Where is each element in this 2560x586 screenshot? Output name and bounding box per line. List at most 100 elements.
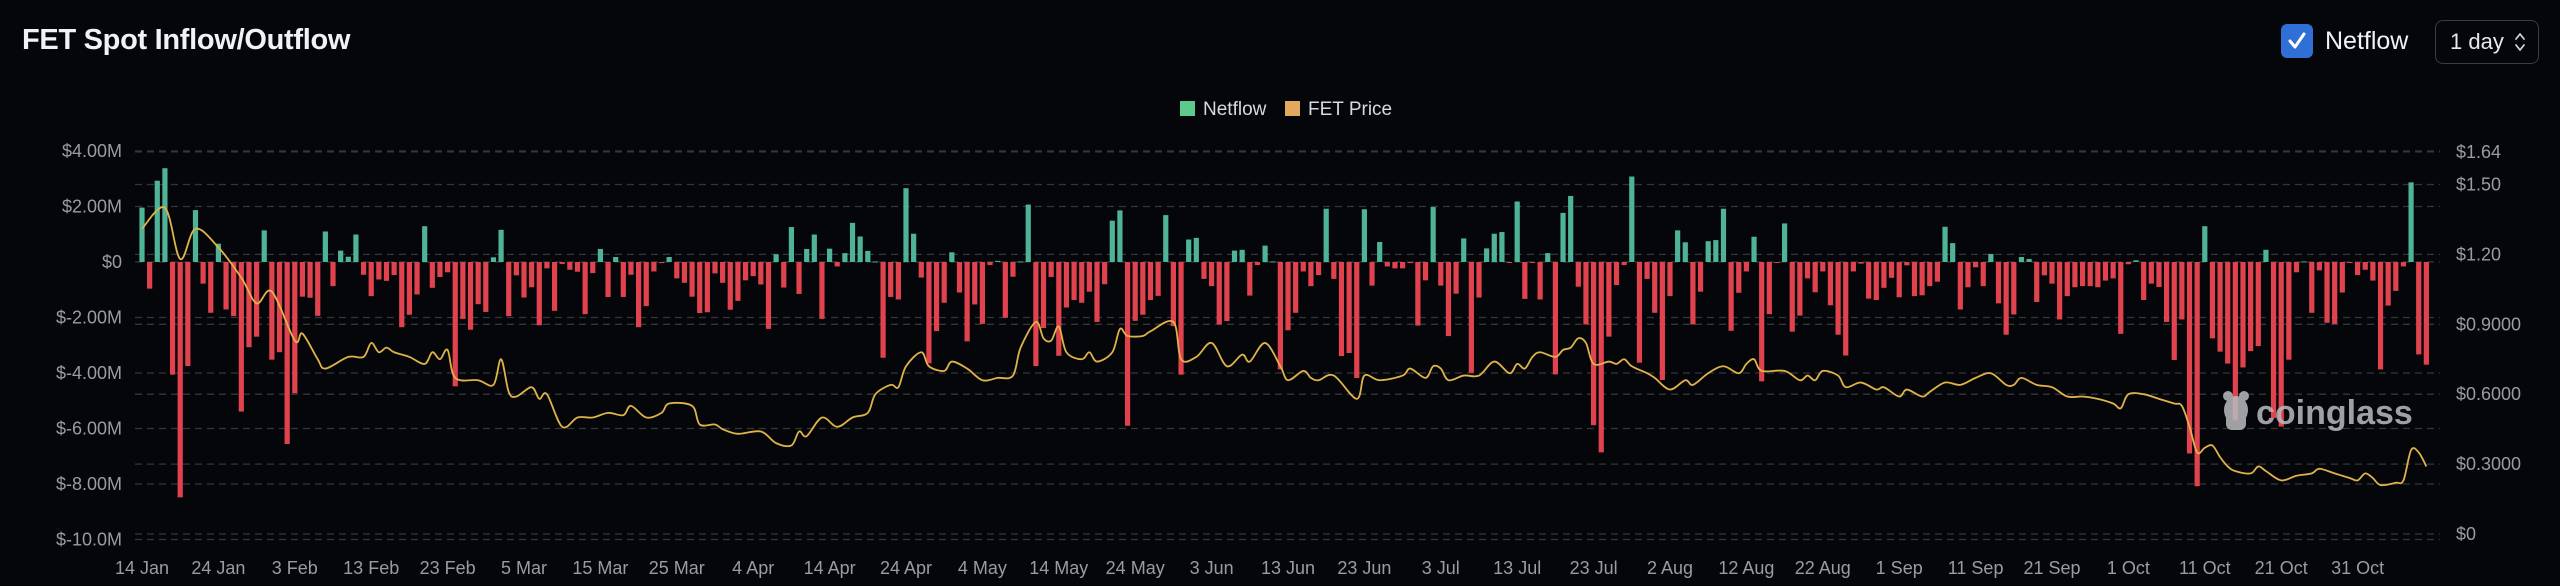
inflow-bar[interactable]	[1988, 253, 1994, 262]
outflow-bar[interactable]	[2148, 262, 2154, 284]
inflow-bar[interactable]	[1629, 176, 1635, 262]
inflow-bar[interactable]	[1270, 261, 1276, 263]
outflow-bar[interactable]	[1873, 262, 1879, 301]
outflow-bar[interactable]	[2118, 262, 2124, 334]
outflow-bar[interactable]	[689, 262, 695, 297]
outflow-bar[interactable]	[1583, 262, 1589, 325]
inflow-bar[interactable]	[422, 226, 428, 262]
inflow-bar[interactable]	[1361, 209, 1367, 262]
outflow-bar[interactable]	[1575, 262, 1581, 287]
outflow-bar[interactable]	[1843, 262, 1849, 356]
outflow-bar[interactable]	[819, 262, 825, 319]
outflow-bar[interactable]	[765, 262, 772, 329]
outflow-bar[interactable]	[1086, 262, 1092, 292]
outflow-bar[interactable]	[941, 262, 947, 303]
inflow-bar[interactable]	[345, 256, 351, 262]
outflow-bar[interactable]	[2057, 262, 2063, 320]
outflow-bar[interactable]	[1209, 262, 1215, 287]
outflow-bar[interactable]	[674, 262, 680, 279]
outflow-bar[interactable]	[1315, 262, 1322, 276]
outflow-bar[interactable]	[437, 262, 443, 277]
outflow-bar[interactable]	[2385, 262, 2391, 306]
outflow-bar[interactable]	[1178, 262, 1184, 375]
outflow-bar[interactable]	[284, 262, 290, 445]
outflow-bar[interactable]	[605, 262, 611, 297]
outflow-bar[interactable]	[1537, 262, 1543, 300]
outflow-bar[interactable]	[2255, 262, 2261, 347]
outflow-bar[interactable]	[513, 262, 519, 276]
inflow-bar[interactable]	[490, 257, 497, 262]
outflow-bar[interactable]	[987, 262, 993, 266]
outflow-bar[interactable]	[1820, 262, 1826, 272]
outflow-bar[interactable]	[1644, 262, 1650, 279]
outflow-bar[interactable]	[2049, 262, 2055, 284]
outflow-bar[interactable]	[1254, 262, 1261, 266]
outflow-bar[interactable]	[796, 262, 802, 294]
outflow-bar[interactable]	[414, 262, 420, 295]
outflow-bar[interactable]	[231, 262, 237, 317]
outflow-bar[interactable]	[2217, 262, 2223, 352]
outflow-bar[interactable]	[1071, 262, 1077, 301]
outflow-bar[interactable]	[2186, 262, 2193, 454]
outflow-bar[interactable]	[1697, 262, 1704, 292]
outflow-bar[interactable]	[1613, 262, 1620, 286]
outflow-bar[interactable]	[742, 262, 749, 281]
outflow-bar[interactable]	[2095, 262, 2101, 288]
outflow-bar[interactable]	[636, 262, 642, 328]
outflow-bar[interactable]	[704, 262, 710, 313]
outflow-bar[interactable]	[169, 262, 176, 375]
inflow-bar[interactable]	[849, 222, 856, 262]
outflow-bar[interactable]	[933, 262, 940, 332]
outflow-bar[interactable]	[590, 262, 596, 274]
inflow-bar[interactable]	[827, 248, 833, 262]
outflow-bar[interactable]	[315, 262, 321, 316]
inflow-bar[interactable]	[154, 180, 160, 262]
outflow-bar[interactable]	[2240, 262, 2246, 368]
outflow-bar[interactable]	[918, 262, 924, 278]
interval-select[interactable]: 1 day	[2435, 20, 2539, 64]
inflow-bar[interactable]	[1231, 250, 1238, 262]
outflow-bar[interactable]	[299, 262, 306, 297]
outflow-bar[interactable]	[1743, 262, 1749, 272]
outflow-bar[interactable]	[979, 262, 985, 324]
outflow-bar[interactable]	[2362, 262, 2368, 270]
outflow-bar[interactable]	[1415, 262, 1421, 326]
outflow-bar[interactable]	[1797, 262, 1803, 316]
inflow-bar[interactable]	[1491, 233, 1497, 262]
inflow-bar[interactable]	[1705, 241, 1711, 262]
outflow-bar[interactable]	[2347, 262, 2353, 263]
outflow-bar[interactable]	[1201, 262, 1207, 279]
outflow-bar[interactable]	[567, 262, 573, 270]
outflow-bar[interactable]	[727, 262, 733, 310]
outflow-bar[interactable]	[1812, 262, 1818, 293]
inflow-bar[interactable]	[1499, 232, 1505, 262]
outflow-bar[interactable]	[460, 262, 466, 319]
outflow-bar[interactable]	[536, 262, 542, 326]
inflow-bar[interactable]	[162, 168, 168, 262]
inflow-bar[interactable]	[773, 254, 779, 262]
inflow-bar[interactable]	[1323, 208, 1329, 262]
outflow-bar[interactable]	[208, 262, 214, 313]
outflow-bar[interactable]	[972, 262, 978, 305]
outflow-bar[interactable]	[360, 262, 367, 275]
outflow-bar[interactable]	[2278, 262, 2284, 427]
outflow-bar[interactable]	[681, 262, 688, 283]
outflow-bar[interactable]	[1438, 262, 1444, 286]
inflow-bar[interactable]	[498, 229, 504, 262]
outflow-bar[interactable]	[2316, 262, 2322, 271]
inflow-bar[interactable]	[613, 257, 619, 262]
outflow-bar[interactable]	[582, 262, 588, 315]
outflow-bar[interactable]	[1736, 262, 1742, 293]
outflow-bar[interactable]	[1247, 262, 1253, 296]
inflow-bar[interactable]	[842, 253, 848, 262]
outflow-bar[interactable]	[1529, 262, 1536, 263]
outflow-bar[interactable]	[574, 262, 581, 272]
inflow-bar[interactable]	[1545, 253, 1551, 262]
outflow-bar[interactable]	[2423, 262, 2429, 365]
inflow-bar[interactable]	[2133, 260, 2139, 262]
outflow-bar[interactable]	[147, 262, 153, 289]
outflow-bar[interactable]	[1690, 262, 1696, 325]
outflow-bar[interactable]	[177, 262, 183, 498]
outflow-bar[interactable]	[1056, 262, 1062, 356]
inflow-bar[interactable]	[788, 227, 794, 262]
